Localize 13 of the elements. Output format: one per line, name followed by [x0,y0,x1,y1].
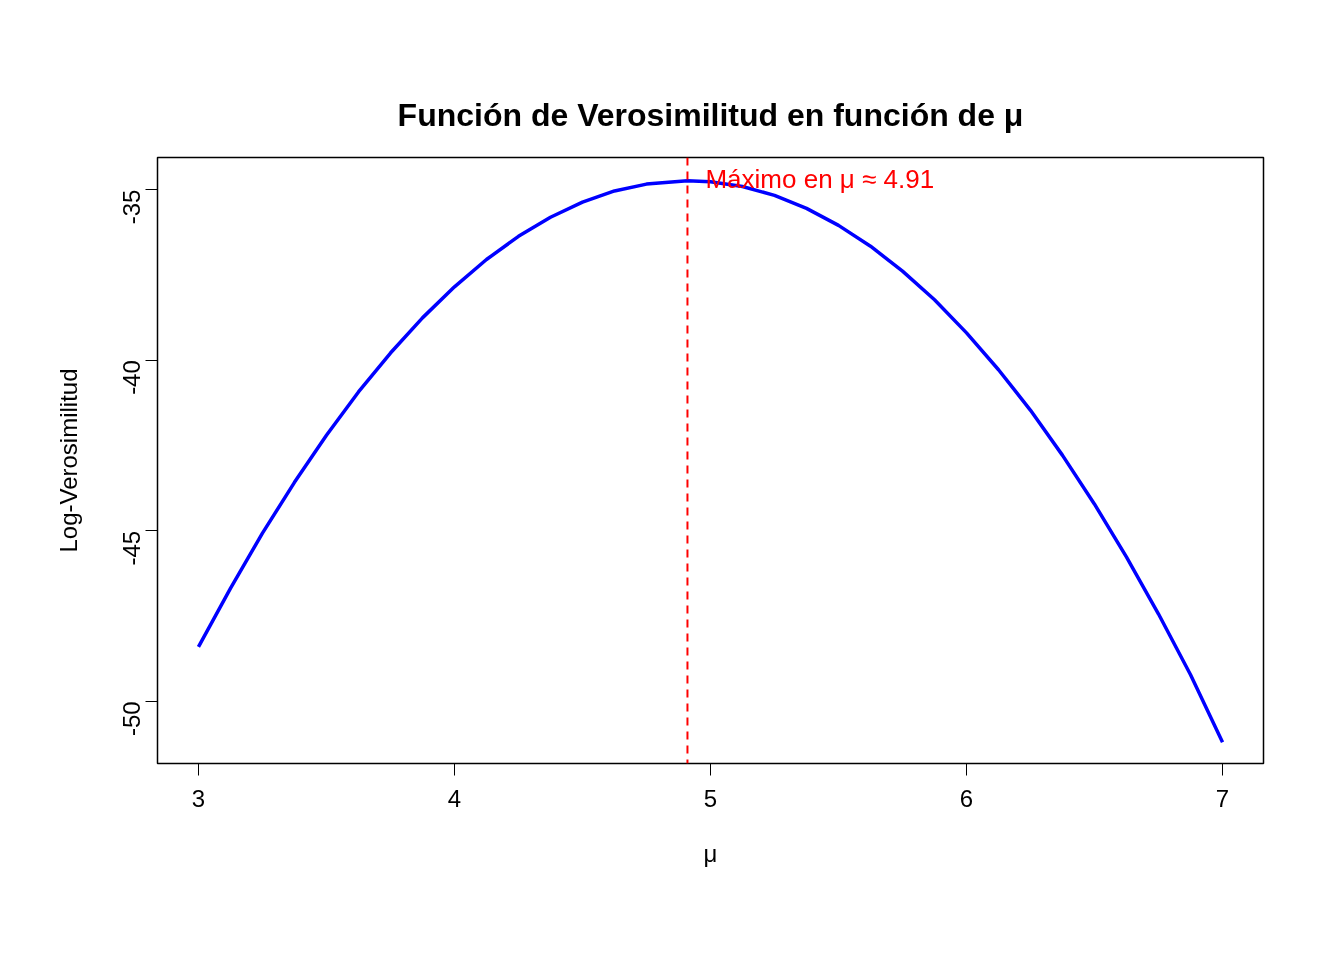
chart-title: Función de Verosimilitud en función de μ [397,96,1024,133]
x-tick-label: 6 [959,784,974,812]
y-tick-label: -35 [118,189,145,225]
y-axis-title: Log-Verosimilitud [54,368,82,553]
y-tick-label: -50 [118,701,145,737]
x-axis-title: μ [703,839,718,867]
x-tick-label: 4 [447,784,462,812]
x-tick-label: 5 [703,784,718,812]
ref-line-label: Máximo en μ ≈ 4.91 [705,163,935,194]
y-tick-label: -40 [118,360,145,395]
x-tick-label: 3 [191,784,206,812]
x-tick-label: 7 [1215,784,1230,812]
y-tick-label: -45 [118,530,145,566]
